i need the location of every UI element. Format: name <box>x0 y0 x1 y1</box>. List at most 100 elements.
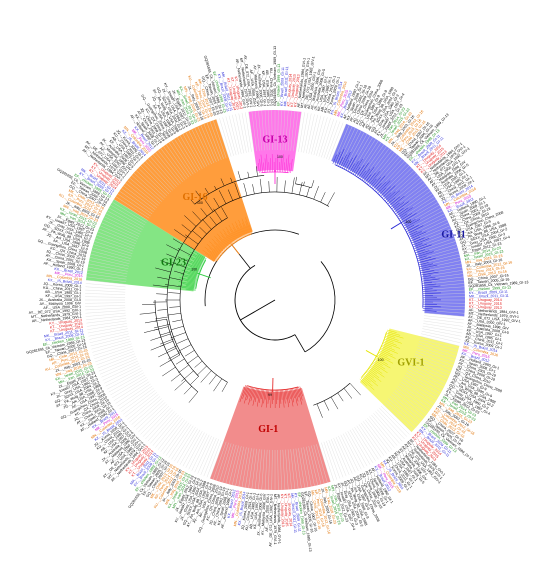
clade-sector-gvi1 <box>359 328 460 432</box>
guide-line <box>87 270 127 277</box>
guide-line <box>404 204 440 226</box>
branch-radial <box>267 389 270 404</box>
branch-radial <box>189 271 200 275</box>
leaf-label: GQ281656_Ck_Vietnam_1989_GI-13 <box>468 280 528 288</box>
branch-radial <box>414 244 432 252</box>
branch-radial <box>213 378 223 392</box>
guide-line <box>152 414 179 446</box>
guide-line <box>408 367 445 387</box>
leaf-label: AF..._USA_2000_GIV-1 <box>468 318 506 326</box>
guide-line <box>277 110 279 151</box>
leaf-label: AF..._Holland_1990_GI-1 <box>43 261 83 271</box>
guide-line <box>197 436 215 474</box>
branch-radial <box>144 320 157 324</box>
clade-fan-gvi1 <box>360 331 387 378</box>
branch-radial <box>408 231 422 238</box>
branch-radial <box>213 248 222 256</box>
leaf-label: KT..._Uruguay_2014 <box>226 78 237 111</box>
guide-line <box>342 433 362 470</box>
branch-radial <box>367 369 380 379</box>
branch-radial <box>362 375 371 383</box>
branch-radial <box>181 370 194 382</box>
clade-labels: GI-11 GVI-1 GI-1 GI-23 GI-16 GI-13 <box>161 134 466 435</box>
guide-line <box>416 348 455 363</box>
guide-line <box>86 279 126 285</box>
clade-sectors <box>86 109 465 490</box>
branch-radial <box>194 360 203 368</box>
leaf-label: MN..._Colombia_2016 <box>233 491 243 527</box>
branch-radial <box>418 262 429 266</box>
branch-radial <box>190 258 204 265</box>
branch-radial <box>371 364 381 371</box>
branch-radial <box>184 243 195 250</box>
branch-radial <box>295 387 299 398</box>
leaf-labels: GQ281656_Ck_Vietnam_1989_GI-13 EF..._chic… <box>26 46 529 552</box>
branch-radial <box>383 341 401 349</box>
branch-radial <box>185 272 199 277</box>
guide-line <box>85 296 126 298</box>
guide-line <box>194 435 212 473</box>
branch-radial <box>154 324 170 329</box>
guide-line <box>280 110 282 151</box>
branch-radial <box>171 325 184 330</box>
guide-line <box>135 402 166 430</box>
leaf-label: KX..._IS_Brazil_2014 <box>464 342 498 354</box>
leaf-label: KX..._Brazil_2012 <box>461 352 490 364</box>
branch-radial <box>284 180 286 193</box>
branch-radial <box>216 233 230 248</box>
branch-radial <box>409 231 427 240</box>
branch-radial <box>368 367 378 375</box>
guide-line <box>182 431 203 467</box>
guide-line <box>290 449 296 489</box>
branch-radial <box>405 224 415 231</box>
guide-line <box>209 121 224 160</box>
branch-radial <box>186 355 199 365</box>
guide-line <box>340 434 359 471</box>
branch-radial <box>244 385 249 396</box>
branch-radial <box>394 201 409 213</box>
leaf-label: KY..._Uruguay_2013 <box>49 318 82 325</box>
branch-radial <box>242 226 248 237</box>
branch-radial <box>192 254 205 262</box>
branch-radial <box>206 244 222 256</box>
guide-line <box>95 237 134 252</box>
branch-radial <box>224 232 233 245</box>
guide-line <box>333 438 350 475</box>
branch-radial <box>221 207 228 218</box>
guide-line <box>311 115 322 155</box>
branch-radial <box>364 174 372 183</box>
guide-line <box>89 260 129 269</box>
branch-radial <box>327 192 335 206</box>
leaf-label: KX..._Brazil_2012 <box>54 267 83 275</box>
guide-line <box>87 323 127 330</box>
branch-radial <box>174 270 184 275</box>
guide-line <box>125 392 157 418</box>
guide-line <box>419 338 459 350</box>
leaf-label: KU..._China_2011_GI-1 <box>269 68 274 106</box>
guide-line <box>391 180 423 206</box>
guide-line <box>102 363 140 381</box>
bootstrap-value: 100 <box>277 155 283 159</box>
guide-line <box>389 396 421 423</box>
guide-line <box>424 279 464 285</box>
branch-radial <box>199 226 207 235</box>
leaf-label: AB..._USA_1985_GI-1 <box>466 332 502 342</box>
guide-line <box>121 388 154 412</box>
guide-line <box>174 427 196 462</box>
leaf-label: MK..._Peru_2015 <box>54 271 82 278</box>
branch-radial <box>160 260 173 266</box>
guide-line <box>414 356 452 372</box>
guide-line <box>85 302 126 304</box>
branch-radial <box>399 213 413 222</box>
guide-line <box>360 422 385 456</box>
branch-radial <box>182 283 197 287</box>
guide-line <box>145 160 173 191</box>
guide-line <box>241 447 250 488</box>
branch-radial <box>284 389 287 400</box>
guide-line <box>349 429 371 465</box>
branch-radial <box>257 388 261 407</box>
guide-line <box>91 338 131 350</box>
leaf-label: JQ..._Korea_2009_GI-1 <box>43 282 81 289</box>
guide-line <box>200 438 217 475</box>
branch-radial <box>283 389 286 404</box>
